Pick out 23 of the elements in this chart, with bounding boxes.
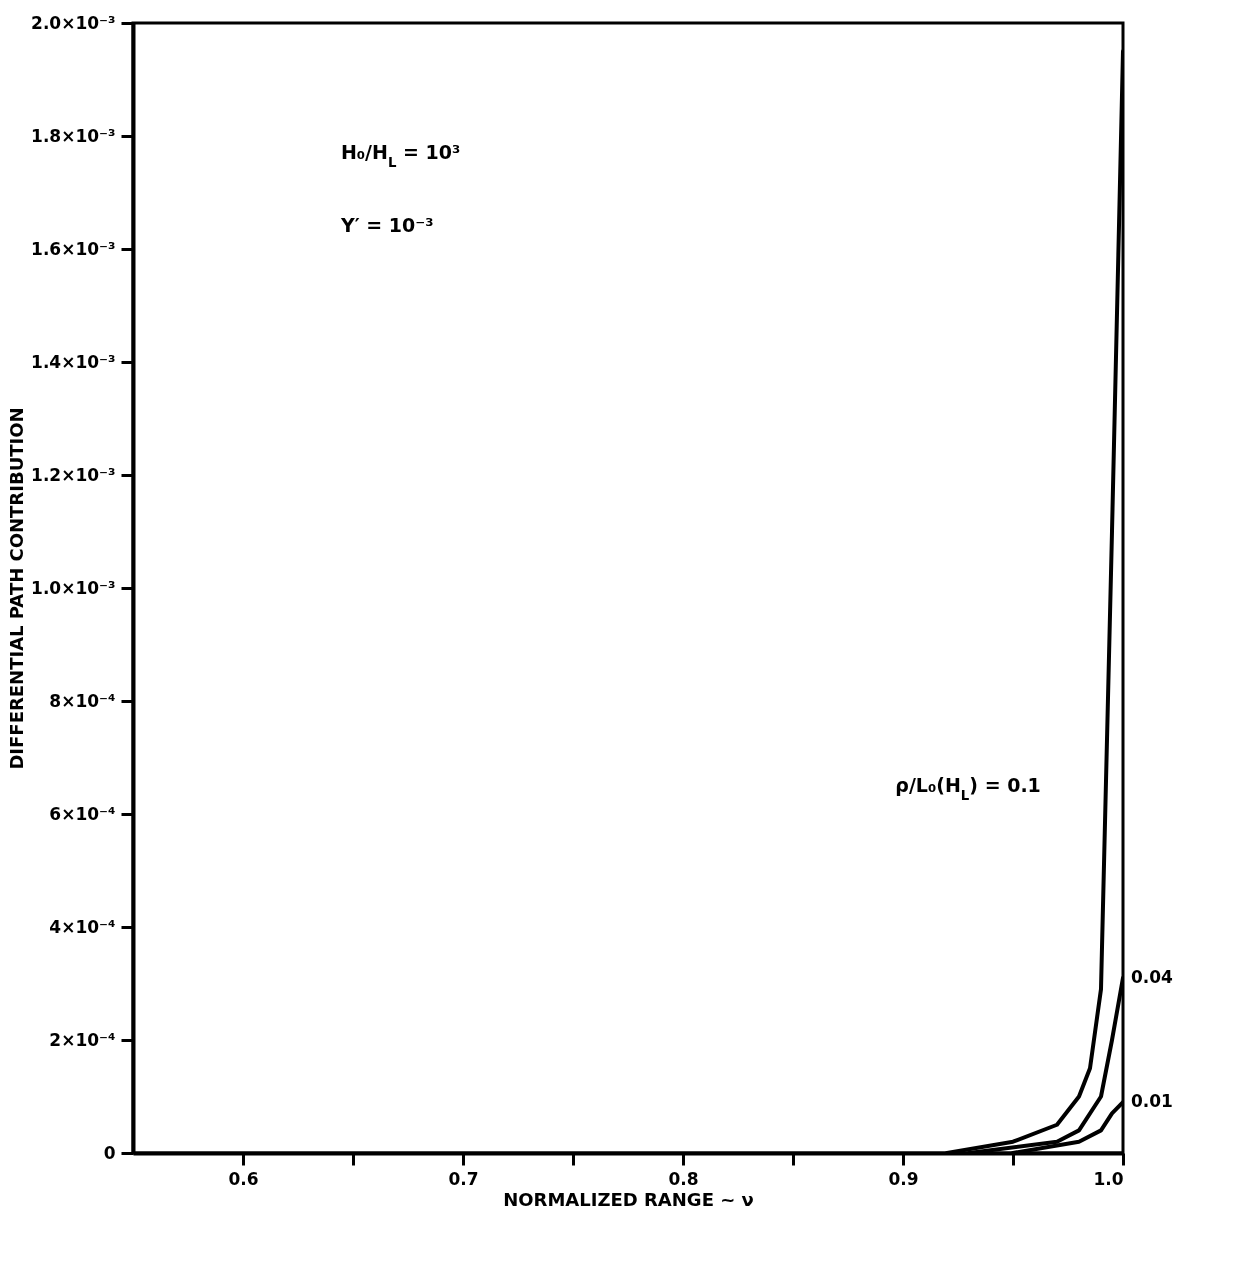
annotation: ρ/L₀(H$_{L}$) = 0.1 <box>895 773 1041 803</box>
y-tick-label: 2.0×10⁻³ <box>31 12 116 33</box>
y-tick-label: 4×10⁻⁴ <box>49 916 116 937</box>
x-tick-label: 0.8 <box>668 1168 699 1189</box>
y-tick-label: 1.0×10⁻³ <box>31 577 116 598</box>
y-tick-label: 1.4×10⁻³ <box>31 351 116 372</box>
y-axis-title: DIFFERENTIAL PATH CONTRIBUTION <box>6 407 28 770</box>
y-tick-label: 6×10⁻⁴ <box>49 803 116 824</box>
annotation: Y′ = 10⁻³ <box>339 214 434 237</box>
annotation: H₀/H$_{L}$ = 10³ <box>340 140 461 170</box>
x-tick-label: 0.6 <box>228 1168 259 1189</box>
series-label: 0.01 <box>1131 1091 1173 1112</box>
x-tick-label: 1.0 <box>1093 1168 1124 1189</box>
x-axis-title: NORMALIZED RANGE ~ ν <box>503 1188 754 1210</box>
y-tick-label: 1.6×10⁻³ <box>31 238 116 259</box>
y-tick-label: 1.8×10⁻³ <box>31 125 116 146</box>
x-tick-label: 0.7 <box>448 1168 479 1189</box>
x-tick-label: 0.9 <box>888 1168 919 1189</box>
y-tick-label: 8×10⁻⁴ <box>49 690 116 711</box>
y-tick-label: 1.2×10⁻³ <box>31 464 116 485</box>
series-label: 0.04 <box>1131 966 1174 987</box>
y-tick-label: 0 <box>103 1142 116 1163</box>
y-tick-label: 2×10⁻⁴ <box>49 1029 116 1050</box>
